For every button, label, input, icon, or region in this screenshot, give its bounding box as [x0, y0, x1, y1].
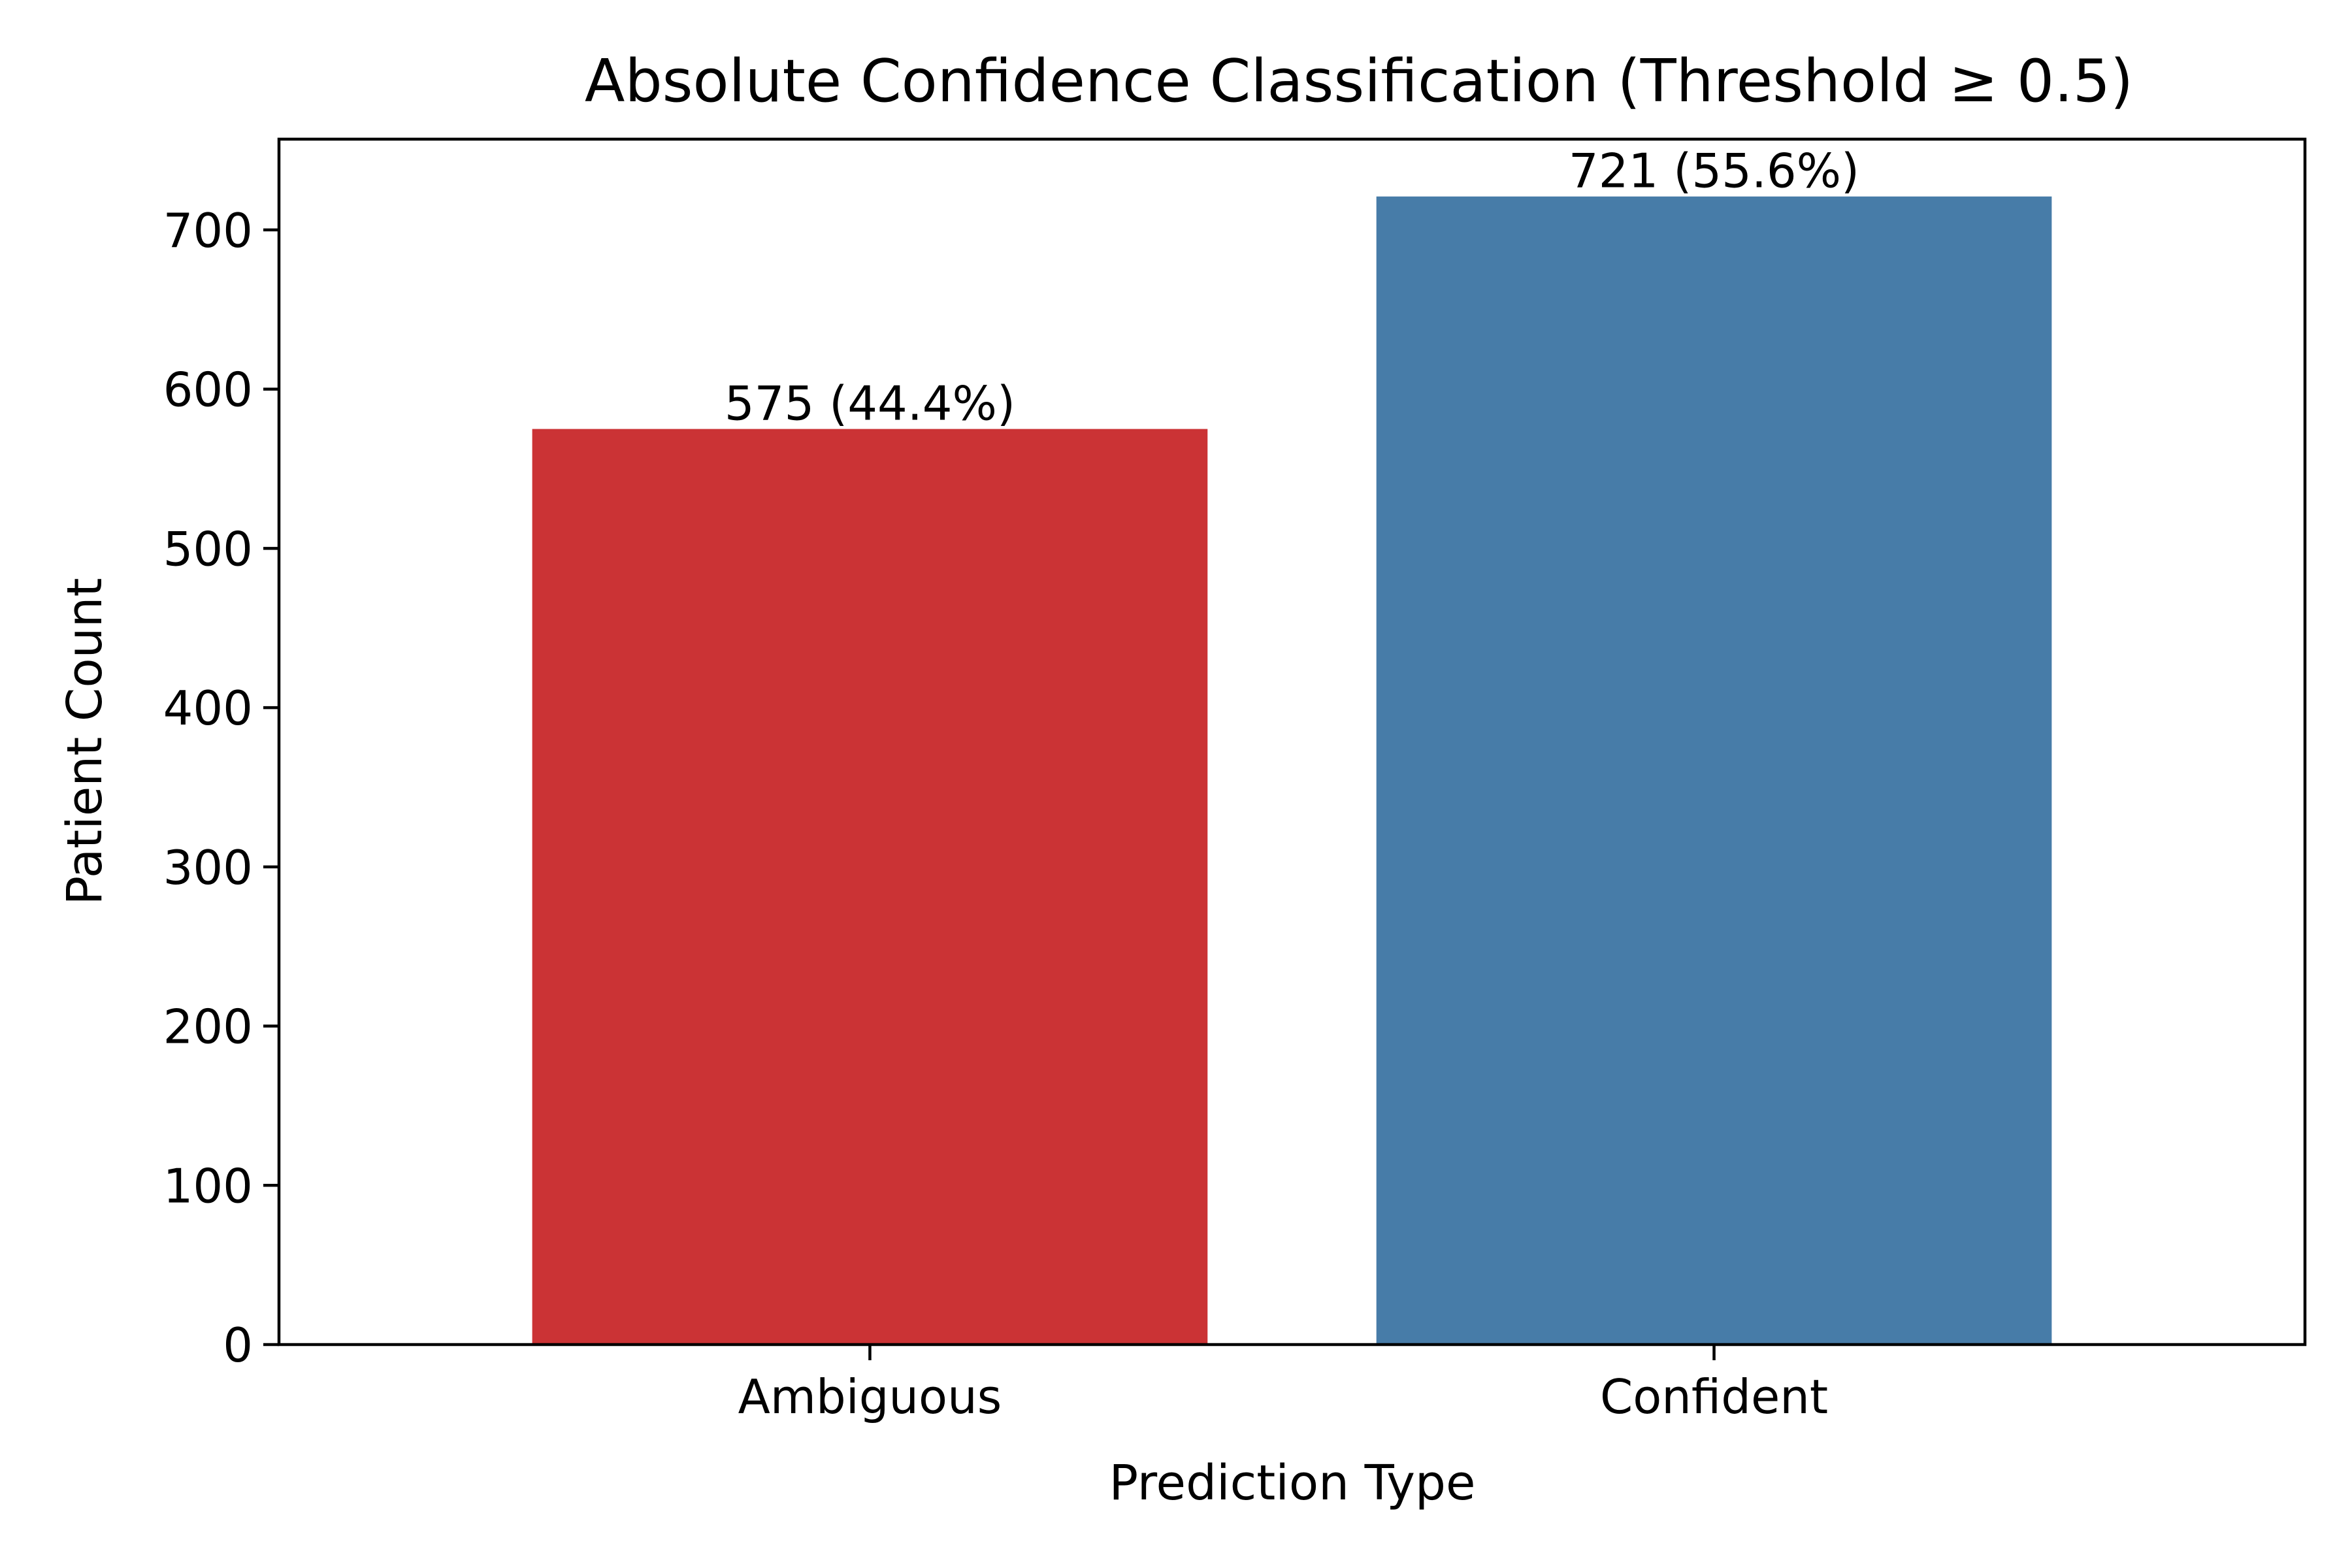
- y-tick-label: 500: [163, 521, 253, 576]
- chart-title: Absolute Confidence Classification (Thre…: [585, 47, 2133, 116]
- bar-confident: [1376, 196, 2052, 1345]
- bar-value-label: 721 (55.6%): [1569, 144, 1859, 199]
- y-axis: 0 100 200 300 400 500 600 700: [163, 203, 279, 1373]
- x-axis-label: Prediction Type: [1109, 1455, 1475, 1511]
- y-tick-label: 700: [163, 203, 253, 258]
- bar-value-label: 575 (44.4%): [725, 376, 1015, 431]
- y-tick-label: 200: [163, 1000, 253, 1054]
- y-tick-label: 100: [163, 1158, 253, 1213]
- bar-labels-group: 575 (44.4%) 721 (55.6%): [725, 144, 1859, 431]
- y-tick-label: 300: [163, 840, 253, 895]
- bar-ambiguous: [532, 429, 1208, 1345]
- x-axis: Ambiguous Confident: [738, 1345, 1828, 1424]
- x-tick-label: Ambiguous: [738, 1369, 1002, 1424]
- y-tick-label: 600: [163, 363, 253, 417]
- y-tick-label: 400: [163, 681, 253, 736]
- x-tick-label: Confident: [1600, 1369, 1828, 1424]
- plot-frame: [277, 137, 2307, 1347]
- bars-group: [532, 196, 2052, 1345]
- y-axis-label: Patient Count: [57, 578, 113, 906]
- y-tick-label: 0: [223, 1318, 253, 1373]
